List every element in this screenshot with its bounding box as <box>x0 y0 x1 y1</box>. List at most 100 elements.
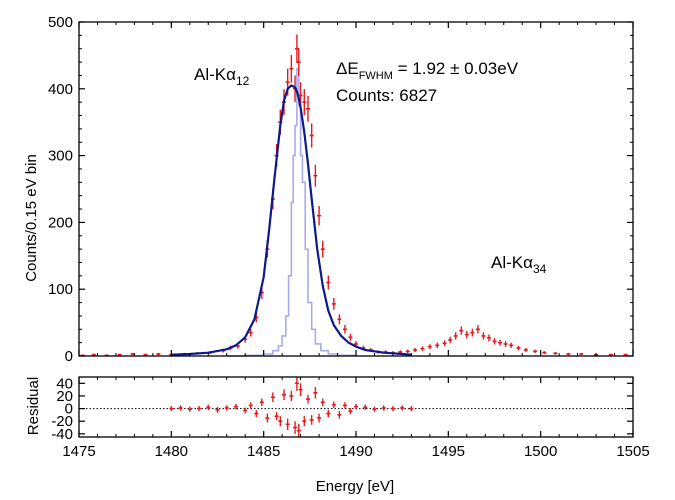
label-al-ka34: Al-Kα34 <box>491 253 547 276</box>
x-tick-label: 1485 <box>247 443 280 460</box>
data-point <box>509 342 514 348</box>
residual-point <box>294 377 299 391</box>
data-point <box>542 351 547 355</box>
residual-point <box>278 416 283 427</box>
data-point <box>305 95 310 122</box>
residual-point <box>274 412 279 421</box>
residual-point <box>289 390 294 401</box>
data-point <box>313 164 318 187</box>
label-fwhm-delta: ΔE <box>336 59 359 78</box>
residual-point <box>372 406 377 412</box>
data-point <box>475 325 480 334</box>
data-point <box>420 346 425 351</box>
residual-point <box>178 405 183 411</box>
residual-point <box>354 403 358 410</box>
residual-points <box>169 377 414 437</box>
x-tick-label: 1475 <box>62 443 95 460</box>
residual-point <box>254 410 259 418</box>
fit-curve <box>171 84 412 356</box>
residual-point <box>296 423 301 437</box>
res-y-tick-label: 40 <box>56 375 73 392</box>
residual-point <box>224 405 229 411</box>
data-points-with-errorbars <box>80 34 628 357</box>
data-point <box>435 342 440 348</box>
x-tick-label: 1490 <box>339 443 372 460</box>
data-point <box>130 352 135 356</box>
data-point <box>317 206 322 226</box>
data-point <box>533 349 538 354</box>
main-y-tick-label: 400 <box>48 81 73 98</box>
data-point <box>143 353 148 356</box>
data-point <box>442 340 447 347</box>
data-point <box>248 328 253 337</box>
label-counts: Counts: 6827 <box>336 86 437 105</box>
data-point <box>413 347 418 352</box>
label-al-ka12: Al-Kα12 <box>194 65 250 88</box>
data-point <box>481 332 486 340</box>
main-y-tick-label: 0 <box>65 348 73 365</box>
residual-point <box>265 413 270 423</box>
data-point <box>289 54 294 83</box>
data-point <box>498 339 503 346</box>
residual-point <box>400 405 405 411</box>
data-point <box>320 240 325 258</box>
data-point <box>503 341 508 347</box>
data-point <box>523 347 528 352</box>
data-point <box>427 344 432 350</box>
main-y-tick-label: 100 <box>48 281 73 298</box>
residual-point <box>309 415 314 425</box>
label-fwhm-sub: FWHM <box>359 70 393 82</box>
data-point <box>337 314 342 325</box>
x-tick-label: 1495 <box>432 443 465 460</box>
data-point <box>342 325 347 334</box>
data-point <box>405 349 410 354</box>
res-y-tick-label: 0 <box>65 401 73 418</box>
main-axis-ticks: 0 100 200 300 400 500 <box>48 14 634 365</box>
residual-point <box>363 404 368 411</box>
response-step-curve <box>226 67 357 357</box>
residual-point <box>326 410 331 418</box>
residual-point <box>317 413 322 423</box>
residual-point <box>331 401 336 409</box>
data-point <box>623 353 628 356</box>
data-point <box>331 297 336 310</box>
data-point <box>608 353 613 356</box>
main-y-tick-label: 500 <box>48 14 73 31</box>
label-al-ka12-sub: 12 <box>236 74 250 88</box>
residual-point <box>305 394 310 404</box>
data-point <box>566 352 571 356</box>
data-point <box>486 334 491 342</box>
data-point <box>459 326 464 335</box>
residual-point <box>206 404 211 411</box>
data-point <box>579 352 584 356</box>
label-al-ka12-text: Al-Kα <box>194 65 236 84</box>
residual-point <box>320 398 325 407</box>
residual-point <box>248 402 253 409</box>
data-point <box>453 332 458 340</box>
data-point <box>348 333 353 341</box>
residual-point <box>313 387 318 399</box>
residual-y-axis-title: Residual <box>25 377 42 435</box>
response-step-path <box>226 67 357 357</box>
residual-point <box>281 389 286 400</box>
residual-point <box>243 407 248 414</box>
residual-point <box>169 406 174 412</box>
data-point <box>470 328 475 337</box>
data-point <box>464 330 469 339</box>
label-al-ka34-text: Al-Kα <box>491 253 533 272</box>
main-y-tick-label: 300 <box>48 148 73 165</box>
residual-point <box>348 408 353 415</box>
residual-point <box>270 392 275 403</box>
data-point <box>302 89 307 116</box>
main-plot-panel: 0 100 200 300 400 500 <box>48 14 634 365</box>
data-point <box>553 351 558 355</box>
residual-point <box>215 407 220 413</box>
residual-point <box>285 418 290 431</box>
residual-point <box>342 402 347 409</box>
data-point <box>91 353 96 356</box>
data-point <box>309 123 314 148</box>
data-point <box>326 275 331 290</box>
data-point <box>156 352 161 356</box>
